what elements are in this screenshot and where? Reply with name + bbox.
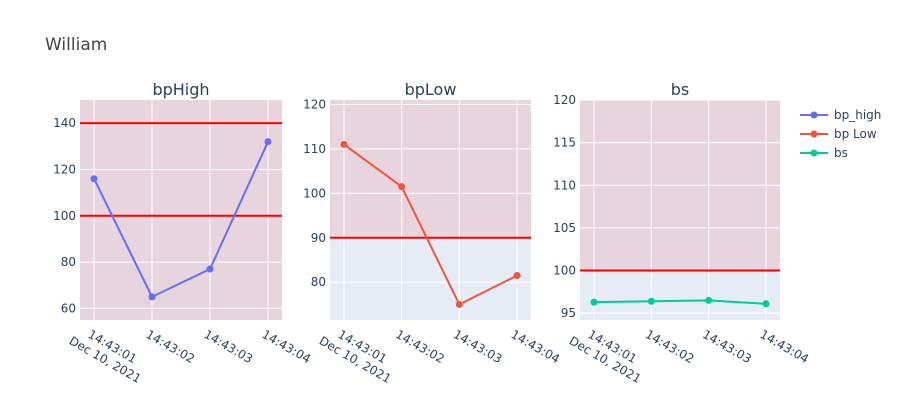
- y-tick-label: 120: [53, 162, 76, 176]
- subplot-title: bpHigh: [152, 80, 209, 99]
- subplot-title: bs: [671, 80, 690, 99]
- y-tick-label: 110: [303, 142, 326, 156]
- y-tick-label: 80: [61, 255, 76, 269]
- data-point[interactable]: [148, 293, 156, 301]
- legend-swatch-marker: [810, 111, 818, 119]
- y-tick-label: 100: [553, 264, 576, 278]
- x-tick: 14:43:03: [700, 327, 754, 366]
- data-point[interactable]: [340, 140, 348, 148]
- x-tick-label: 14:43:02: [393, 327, 447, 366]
- y-tick-label: 100: [53, 209, 76, 223]
- x-tick: 14:43:04: [260, 327, 314, 366]
- data-point[interactable]: [455, 300, 463, 308]
- data-point[interactable]: [206, 265, 214, 273]
- data-point[interactable]: [398, 183, 406, 191]
- series-line-bp Low: [343, 143, 518, 306]
- subplot-title: bpLow: [405, 80, 457, 99]
- y-tick-label: 100: [303, 186, 326, 200]
- series-line-bs: [593, 299, 767, 305]
- series-line-bp_high: [93, 141, 269, 299]
- x-tick-label: 14:43:04: [758, 327, 812, 366]
- data-point[interactable]: [264, 138, 272, 146]
- x-tick: 14:43:02: [643, 327, 697, 366]
- y-tick-label: 140: [53, 116, 76, 130]
- y-tick-label: 60: [61, 301, 76, 315]
- y-tick-label: 80: [311, 275, 326, 289]
- y-tick-label: 120: [553, 93, 576, 107]
- chart-title: William: [45, 35, 107, 55]
- legend-label: bs: [834, 146, 848, 160]
- legend-label: bp Low: [834, 127, 877, 141]
- y-tick-label: 90: [311, 231, 326, 245]
- x-tick: 14:43:02: [393, 327, 447, 366]
- shaded-band: [330, 100, 531, 238]
- x-tick-label: 14:43:04: [260, 327, 314, 366]
- y-tick-label: 95: [561, 306, 576, 320]
- legend-label: bp_high: [834, 108, 881, 122]
- x-tick: 14:43:03: [451, 327, 505, 366]
- legend-swatch-marker: [810, 149, 818, 157]
- data-point[interactable]: [90, 175, 98, 183]
- data-point[interactable]: [762, 300, 770, 308]
- data-point[interactable]: [647, 297, 655, 305]
- legend-swatch-marker: [810, 130, 818, 138]
- legend-item-bp_high[interactable]: bp_high: [800, 108, 881, 122]
- y-tick-label: 110: [553, 178, 576, 192]
- y-tick-label: 105: [553, 221, 576, 235]
- x-tick: 14:43:02: [144, 327, 198, 366]
- x-tick: 14:43:04: [758, 327, 812, 366]
- x-tick-label: 14:43:03: [700, 327, 754, 366]
- y-tick-label: 115: [553, 136, 576, 150]
- x-tick-label: 14:43:02: [643, 327, 697, 366]
- data-point[interactable]: [705, 296, 713, 304]
- x-tick-label: 14:43:02: [144, 327, 198, 366]
- data-point[interactable]: [590, 298, 598, 306]
- y-tick-label: 120: [303, 97, 326, 111]
- legend-item-bs[interactable]: bs: [800, 146, 848, 160]
- x-tick: 14:43:03: [202, 327, 256, 366]
- x-tick: 14:43:04: [509, 327, 563, 366]
- data-point[interactable]: [513, 272, 521, 280]
- legend-item-bp Low[interactable]: bp Low: [800, 127, 877, 141]
- x-tick-label: 14:43:03: [451, 327, 505, 366]
- x-tick-label: 14:43:03: [202, 327, 256, 366]
- x-tick-label: 14:43:04: [509, 327, 563, 366]
